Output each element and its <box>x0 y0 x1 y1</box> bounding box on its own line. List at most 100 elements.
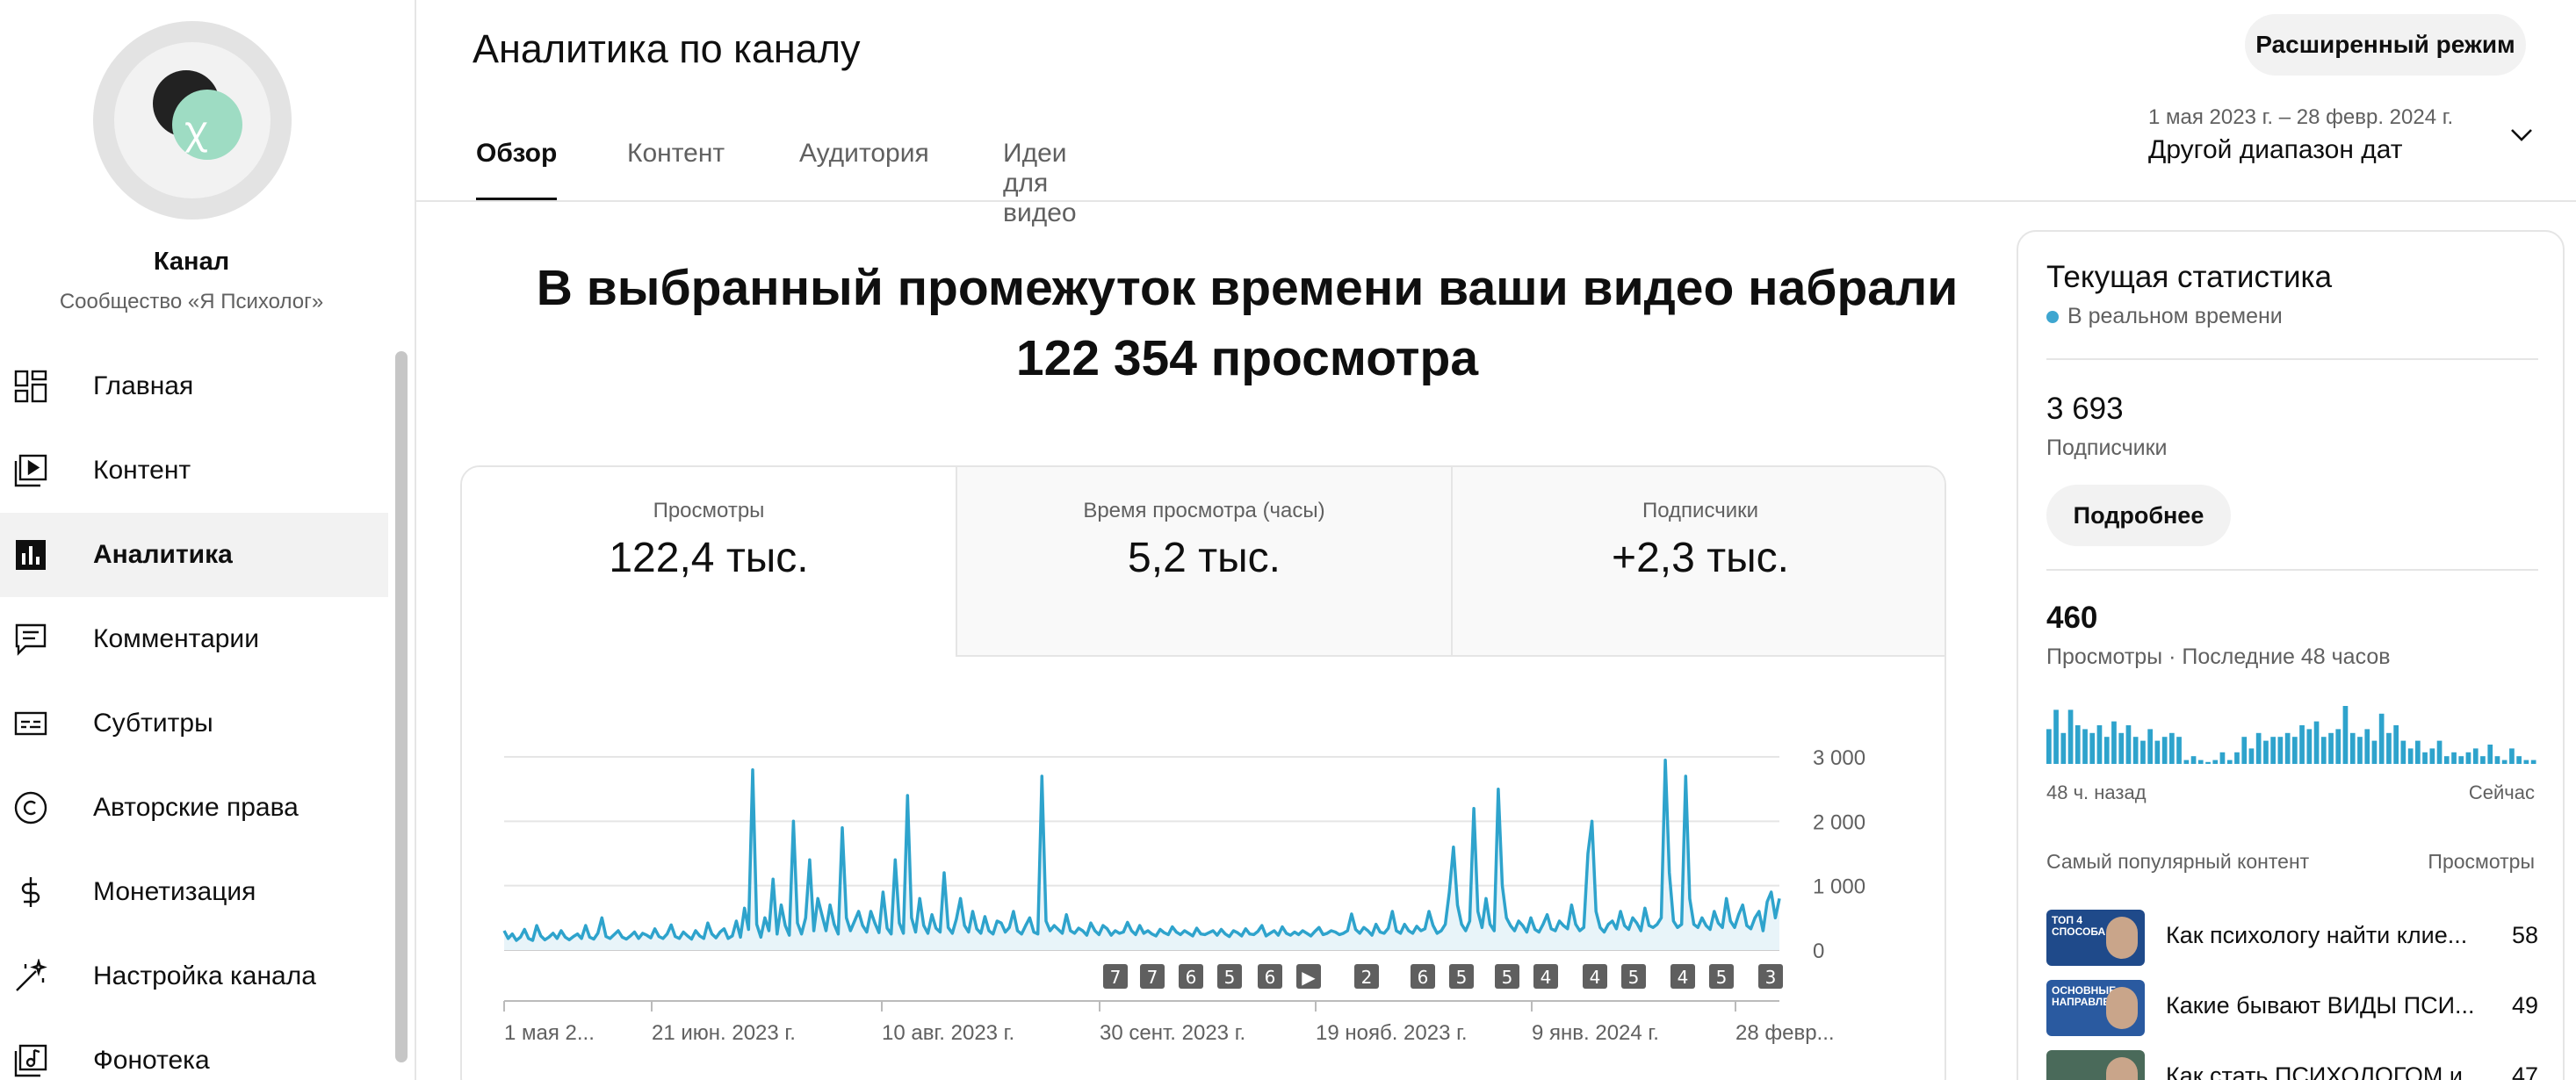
views-line-chart[interactable]: 3 000 2 000 1 000 0 7 7 6 5 6 ▶ 2 6 5 5 4 4 5 4 5 3 1 мая 2.… <box>462 467 1946 1080</box>
video-publish-marker[interactable]: 5 <box>1621 964 1646 989</box>
thumbnail-text: ОСНОВНЫЕ НАПРАВЛЕНИЯ <box>2052 984 2133 1008</box>
top-content-item[interactable]: ТОП 4 СПОСОБА Как психологу найти клие..… <box>2046 910 2538 966</box>
spark-bar <box>2335 729 2341 764</box>
spark-bar <box>2284 732 2291 764</box>
see-more-button[interactable]: Подробнее <box>2046 485 2231 546</box>
video-publish-marker[interactable]: 5 <box>1709 964 1734 989</box>
date-range-value[interactable]: 1 мая 2023 г. – 28 февр. 2024 г. <box>2148 105 2454 129</box>
subtitles-icon <box>12 705 49 742</box>
metric-tab-watch-time[interactable]: Время просмотра (часы) 5,2 тыс. <box>956 467 1451 657</box>
metric-tab-subscribers[interactable]: Подписчики +2,3 тыс. <box>1451 467 1945 657</box>
video-publish-marker[interactable]: ▶ <box>1296 964 1321 989</box>
y-tick-label: 3 000 <box>1813 746 1865 770</box>
top-content-item[interactable]: Как стать ПСИХОЛОГОМ и... 47 <box>2046 1050 2538 1080</box>
spark-bar <box>2147 729 2153 764</box>
channel-name: Канал <box>153 248 230 276</box>
spark-bar <box>2154 740 2161 764</box>
video-title: Как стать ПСИХОЛОГОМ и... <box>2166 1062 2483 1080</box>
spark-bar <box>2400 740 2406 764</box>
spark-bar <box>2364 729 2370 764</box>
video-publish-marker[interactable]: 3 <box>1758 964 1783 989</box>
sidebar-scrollbar[interactable] <box>395 351 408 1062</box>
spark-bar <box>2190 756 2197 764</box>
sidebar-item-label: Главная <box>93 371 194 400</box>
spark-bar <box>2501 760 2507 764</box>
marker-label: 6 <box>1265 967 1276 988</box>
sidebar-item-subtitles[interactable]: Субтитры <box>0 681 388 766</box>
marker-label: 5 <box>1456 967 1468 988</box>
metric-value: 5,2 тыс. <box>1128 535 1281 581</box>
thumbnail-face <box>2106 1057 2138 1080</box>
metric-value: +2,3 тыс. <box>1612 535 1789 581</box>
y-tick-label: 1 000 <box>1813 875 1865 899</box>
spark-bar <box>2125 725 2132 764</box>
spark-bar <box>2111 721 2117 764</box>
spark-bar <box>2226 760 2233 764</box>
realtime-title: Текущая статистика <box>2046 260 2333 294</box>
spark-bar <box>2415 740 2421 764</box>
video-publish-marker[interactable]: 6 <box>1411 964 1435 989</box>
sidebar-item-copyright[interactable]: Авторские права <box>0 766 388 850</box>
marker-label: 4 <box>1678 967 1689 988</box>
tab-video-ideas[interactable]: Идеи для видео <box>1003 139 1077 227</box>
channel-avatar[interactable]: ꭓ <box>93 21 292 220</box>
advanced-mode-button[interactable]: Расширенный режим <box>2245 14 2526 76</box>
realtime-views-bar-chart[interactable] <box>2046 702 2538 764</box>
sidebar-item-monetization[interactable]: Монетизация <box>0 850 388 934</box>
spark-bar <box>2320 737 2327 764</box>
x-tick-label: 21 июн. 2023 г. <box>652 1021 796 1045</box>
page-title: Аналитика по каналу <box>473 26 861 71</box>
x-tick-label: 30 сент. 2023 г. <box>1100 1021 1245 1045</box>
date-range-preset[interactable]: Другой диапазон дат <box>2148 135 2403 164</box>
video-publish-marker[interactable]: 4 <box>1533 964 1558 989</box>
video-publish-marker[interactable]: 5 <box>1217 964 1242 989</box>
spark-bar <box>2494 756 2500 764</box>
metric-tab-views[interactable]: Просмотры 122,4 тыс. <box>462 467 956 657</box>
wand-icon <box>12 958 49 995</box>
video-publish-marker[interactable]: 6 <box>1258 964 1282 989</box>
spark-bar <box>2176 737 2182 764</box>
video-publish-marker[interactable]: 7 <box>1103 964 1128 989</box>
video-publish-marker[interactable]: 4 <box>1583 964 1607 989</box>
spark-bar <box>2306 729 2313 764</box>
video-publish-marker[interactable]: 4 <box>1670 964 1695 989</box>
dollar-icon <box>12 874 49 911</box>
x-tick-label: 9 янв. 2024 г. <box>1532 1021 1659 1045</box>
views-line[interactable] <box>502 758 1781 942</box>
video-publish-marker[interactable]: 7 <box>1140 964 1165 989</box>
spark-bar <box>2393 725 2399 764</box>
marker-label: 7 <box>1110 967 1122 988</box>
realtime-label: В реальном времени <box>2067 304 2283 328</box>
spark-bar <box>2487 745 2493 764</box>
spark-bar <box>2118 732 2125 764</box>
tab-content[interactable]: Контент <box>627 139 725 168</box>
spark-bar <box>2212 760 2219 764</box>
sidebar-item-audio-library[interactable]: Фонотека <box>0 1019 388 1080</box>
sidebar-item-comments[interactable]: Комментарии <box>0 597 388 681</box>
chevron-down-icon[interactable] <box>2510 123 2533 146</box>
spark-bar <box>2169 732 2175 764</box>
video-title: Как психологу найти клие... <box>2166 922 2468 948</box>
spark-start-label: 48 ч. назад <box>2046 781 2147 803</box>
analytics-icon <box>12 536 49 573</box>
sidebar-item-analytics[interactable]: Аналитика <box>0 513 388 597</box>
video-publish-marker[interactable]: 5 <box>1495 964 1519 989</box>
metric-value: 122,4 тыс. <box>609 535 809 581</box>
spark-bar <box>2140 740 2146 764</box>
spark-bar <box>2386 732 2392 764</box>
tab-audience[interactable]: Аудитория <box>799 139 929 168</box>
top-content-item[interactable]: ОСНОВНЫЕ НАПРАВЛЕНИЯ Какие бывают ВИДЫ П… <box>2046 980 2538 1036</box>
tab-overview[interactable]: Обзор <box>476 139 558 202</box>
spark-bar <box>2219 752 2226 764</box>
video-views: 58 <box>2511 922 2538 948</box>
top-content-column-header: Просмотры <box>2428 850 2535 873</box>
sidebar-item-content[interactable]: Контент <box>0 428 388 513</box>
video-publish-marker[interactable]: 2 <box>1354 964 1379 989</box>
sidebar-item-customization[interactable]: Настройка канала <box>0 934 388 1019</box>
video-publish-marker[interactable]: 6 <box>1179 964 1203 989</box>
sidebar-item-dashboard[interactable]: Главная <box>0 344 388 428</box>
spark-bar <box>2530 760 2536 764</box>
video-title: Какие бывают ВИДЫ ПСИ... <box>2166 992 2475 1019</box>
video-publish-marker[interactable]: 5 <box>1449 964 1474 989</box>
realtime-views-count: 460 <box>2046 601 2098 635</box>
